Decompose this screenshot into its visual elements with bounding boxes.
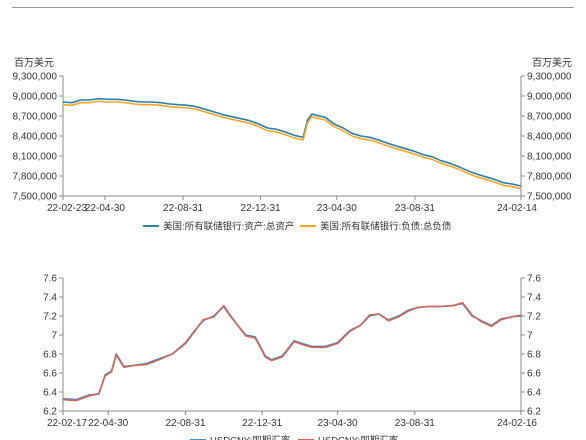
y-tick-label-right: 7.2 <box>527 312 541 323</box>
y-tick-label-left: 6.4 <box>43 388 57 399</box>
y-tick-label-left: 9,000,000 <box>13 92 58 103</box>
y-tick-label-left: 9,300,000 <box>13 72 58 83</box>
y-tick-label-right: 6.4 <box>527 388 541 399</box>
series-line-1 <box>62 302 522 401</box>
chart-fed-balance-sheet: 百万美元 百万美元 9,300,000 9,300,000 9,000,000 9,0… <box>13 56 573 233</box>
y-tick-label-right: 7.6 <box>527 274 541 285</box>
y-tick-label-left: 8,100,000 <box>13 152 58 163</box>
y-tick-label-left: 7,800,000 <box>13 172 58 183</box>
chart2-series <box>62 301 522 402</box>
x-tick-label: 23-08-31 <box>395 418 435 429</box>
chart2-axes: 7.6 7.6 7.4 7.4 7.2 7.2 7 7 6.8 6.8 6.6 6.6 6.4 6.4 6.… <box>43 274 541 430</box>
chart1-legend: 美国:所有联储银行:资产:总资产 美国:所有联储银行:负债:总负债 <box>143 221 452 233</box>
x-tick-label: 22-08-31 <box>165 418 205 429</box>
y-tick-label-left: 8,400,000 <box>13 132 58 143</box>
series-line-1 <box>62 97 522 187</box>
unit-left-label: 百万美元 <box>14 56 54 69</box>
x-tick-label: 24-02-14 <box>497 203 537 214</box>
x-tick-label: 22-04-30 <box>85 203 125 214</box>
x-tick-label: 22-12-31 <box>241 203 281 214</box>
y-tick-label-right: 8,400,000 <box>527 132 572 143</box>
x-tick-label: 24-02-16 <box>497 418 537 429</box>
chart2-legend: USDCNY:即期汇率 USDCNY:即期汇率 <box>190 435 399 440</box>
series-line-2 <box>62 301 522 402</box>
y-tick-label-right: 7 <box>527 331 533 342</box>
y-tick-label-left: 7.4 <box>43 293 57 304</box>
legend-label-1: USDCNY:即期汇率 <box>210 435 291 440</box>
legend-label-2: USDCNY:即期汇率 <box>318 435 399 440</box>
y-tick-label-left: 6.8 <box>43 350 57 361</box>
x-tick-label: 23-08-31 <box>395 203 435 214</box>
unit-right-label: 百万美元 <box>532 56 572 69</box>
y-tick-label-left: 7.6 <box>43 274 57 285</box>
x-tick-label: 23-04-30 <box>318 418 358 429</box>
x-tick-label: 22-08-31 <box>163 203 203 214</box>
y-tick-label-right: 8,100,000 <box>527 152 572 163</box>
y-tick-label-right: 9,300,000 <box>527 72 572 83</box>
legend-label-1: 美国:所有联储银行:资产:总资产 <box>163 221 294 233</box>
y-tick-label-left: 7 <box>51 331 57 342</box>
legend-label-2: 美国:所有联储银行:负债:总负债 <box>320 221 452 233</box>
y-tick-label-left: 8,700,000 <box>13 112 58 123</box>
x-tick-label: 22-02-23 <box>47 203 87 214</box>
series-line-2 <box>62 100 522 190</box>
y-tick-label-left: 6.6 <box>43 369 57 380</box>
chart1-series <box>62 97 522 190</box>
x-tick-label: 22-12-31 <box>242 418 282 429</box>
y-tick-label-left: 7.2 <box>43 312 57 323</box>
chart-usdcny: 7.6 7.6 7.4 7.4 7.2 7.2 7 7 6.8 6.8 6.6 6.6 6.4 6.4 6.… <box>43 274 541 440</box>
y-tick-label-right: 6.6 <box>527 369 541 380</box>
y-tick-label-right: 8,700,000 <box>527 112 572 123</box>
x-tick-label: 22-04-30 <box>88 418 128 429</box>
y-tick-label-right: 6.8 <box>527 350 541 361</box>
y-tick-label-right: 9,000,000 <box>527 92 572 103</box>
y-tick-label-left: 7,500,000 <box>13 192 58 203</box>
y-tick-label-right: 7,800,000 <box>527 172 572 183</box>
y-tick-label-left: 6.2 <box>43 407 57 418</box>
y-tick-label-right: 7.4 <box>527 293 541 304</box>
y-tick-label-right: 7,500,000 <box>527 192 572 203</box>
chart1-axes: 9,300,000 9,300,000 9,000,000 9,000,000 8,70… <box>13 72 572 215</box>
y-tick-label-right: 6.2 <box>527 407 541 418</box>
x-tick-label: 22-02-17 <box>47 418 87 429</box>
x-tick-label: 23-04-30 <box>317 203 357 214</box>
